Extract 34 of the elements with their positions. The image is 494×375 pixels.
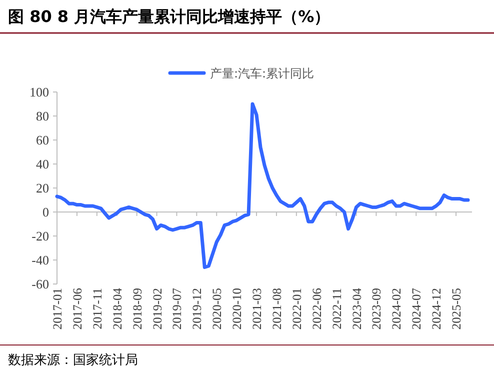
y-tick-label: 0 <box>42 204 49 220</box>
x-tick-label: 2018-09 <box>130 288 144 330</box>
x-tick-label: 2020-10 <box>230 288 244 330</box>
y-tick-label: -60 <box>32 276 49 292</box>
x-tick-label: 2018-04 <box>110 287 124 330</box>
x-tick-label: 2023-09 <box>370 288 384 330</box>
x-tick-label: 2024-07 <box>410 288 424 330</box>
x-tick-label: 2017-01 <box>50 288 64 330</box>
x-tick-label: 2021-03 <box>250 288 264 330</box>
x-tick-label: 2025-05 <box>450 288 464 330</box>
x-tick-label: 2023-04 <box>350 287 364 330</box>
y-tick-label: 100 <box>30 84 49 100</box>
x-tick-label: 2024-02 <box>390 288 404 330</box>
y-tick-label: 80 <box>36 108 49 124</box>
y-tick-label: -20 <box>32 228 49 244</box>
legend: 产量:汽车:累计同比 <box>168 66 314 80</box>
y-tick-label: 60 <box>36 132 49 148</box>
x-tick-label: 2019-12 <box>190 288 204 330</box>
y-tick-label: -40 <box>32 252 49 268</box>
chart-title: 图 80 8 月汽车产量累计同比增速持平（%） <box>8 7 330 26</box>
x-tick-label: 2022-11 <box>330 288 344 330</box>
x-tick-label: 2017-06 <box>70 288 84 330</box>
y-tick-label: 20 <box>36 180 49 196</box>
x-tick-label: 2024-12 <box>430 288 444 330</box>
x-tick-label: 2021-08 <box>270 288 284 330</box>
legend-label: 产量:汽车:累计同比 <box>210 66 314 80</box>
x-tick-label: 2020-05 <box>210 288 224 330</box>
x-tick-label: 2019-07 <box>170 288 184 330</box>
y-tick-label: 40 <box>36 156 49 172</box>
source-note: 数据来源：国家统计局 <box>8 352 138 368</box>
x-tick-label: 2022-06 <box>310 288 324 330</box>
x-tick-label: 2017-11 <box>90 288 104 330</box>
x-tick-label: 2022-01 <box>290 288 304 330</box>
x-tick-label: 2019-02 <box>150 288 164 330</box>
